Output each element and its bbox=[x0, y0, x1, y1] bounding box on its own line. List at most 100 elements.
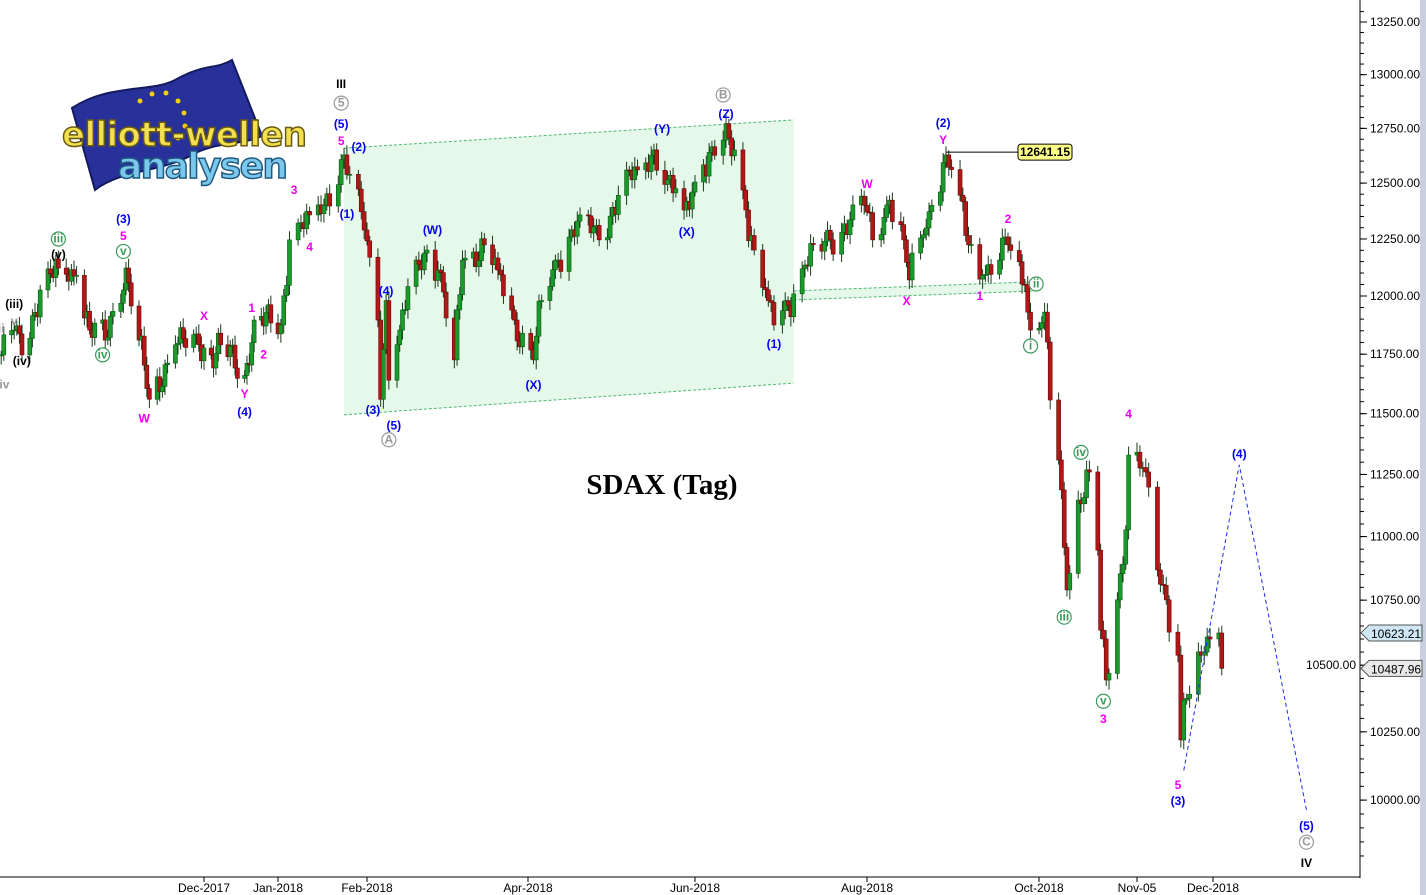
candle-body bbox=[1036, 328, 1042, 331]
candle-body bbox=[771, 302, 777, 326]
candle-body bbox=[180, 327, 186, 339]
candle-body bbox=[884, 204, 890, 218]
candle-body bbox=[980, 275, 985, 280]
candle bbox=[498, 263, 504, 282]
candle bbox=[1163, 576, 1169, 605]
candle-body bbox=[654, 149, 659, 171]
candle bbox=[397, 324, 403, 352]
candle bbox=[1095, 465, 1101, 556]
candle-body bbox=[596, 225, 602, 241]
candle-body bbox=[1137, 451, 1143, 469]
wave-label: v bbox=[11, 314, 18, 328]
candle-body bbox=[706, 152, 712, 177]
candle bbox=[227, 340, 233, 367]
x-tick-label: Aug-2018 bbox=[841, 881, 893, 895]
wave-label: Y bbox=[939, 133, 947, 147]
candle-body bbox=[476, 260, 482, 267]
candle-body bbox=[268, 304, 274, 324]
candle-body bbox=[1067, 573, 1073, 591]
candle-body bbox=[1161, 583, 1166, 586]
candle bbox=[347, 165, 353, 185]
candle-body bbox=[321, 205, 327, 214]
candle-body bbox=[760, 249, 765, 288]
candle-body bbox=[929, 205, 935, 212]
candle bbox=[509, 287, 514, 320]
wave-label-circle bbox=[381, 432, 397, 448]
wave-label: 4 bbox=[306, 240, 313, 254]
wave-label: 1 bbox=[248, 301, 255, 315]
candle bbox=[732, 140, 737, 161]
candle bbox=[232, 335, 238, 376]
candle bbox=[980, 269, 985, 289]
wave-label: (2) bbox=[351, 140, 366, 154]
wave-label-circle bbox=[1056, 609, 1072, 625]
scrollbar[interactable] bbox=[1420, 0, 1426, 895]
candle-body bbox=[27, 338, 33, 356]
candle bbox=[160, 378, 165, 398]
candle bbox=[400, 302, 405, 340]
candle-body bbox=[1155, 486, 1160, 571]
candle-body bbox=[577, 214, 583, 222]
candle-body bbox=[901, 224, 906, 241]
candle-body bbox=[740, 149, 746, 191]
candle bbox=[165, 354, 170, 374]
candle-body bbox=[963, 201, 968, 236]
candle-body bbox=[281, 295, 287, 326]
candle-body bbox=[890, 199, 895, 222]
x-tick-label: Apr-2018 bbox=[503, 881, 553, 895]
candle bbox=[1161, 574, 1166, 595]
candle bbox=[966, 226, 971, 254]
candle bbox=[946, 150, 952, 176]
candle-body bbox=[1101, 629, 1106, 640]
candle bbox=[1219, 625, 1225, 676]
candle bbox=[108, 311, 113, 347]
wave-label: iii bbox=[1059, 610, 1069, 624]
candle bbox=[648, 146, 654, 180]
candle-body bbox=[11, 329, 17, 332]
wave-label: iv bbox=[98, 347, 108, 361]
candle bbox=[884, 196, 890, 222]
candle-body bbox=[726, 123, 732, 139]
candle-body bbox=[665, 179, 670, 185]
candle-body bbox=[1123, 529, 1129, 565]
candle bbox=[983, 265, 988, 282]
candle-body bbox=[574, 220, 580, 237]
candle-body bbox=[909, 252, 915, 281]
candle-body bbox=[284, 285, 289, 297]
candle-body bbox=[1219, 632, 1225, 669]
candle-body bbox=[201, 347, 207, 362]
candle bbox=[1019, 254, 1025, 294]
candle-body bbox=[1184, 698, 1189, 701]
x-tick-label: Oct-2018 bbox=[1014, 881, 1064, 895]
candle bbox=[307, 206, 312, 225]
candle-body bbox=[338, 159, 344, 185]
wave-label: (X) bbox=[679, 225, 695, 239]
candle-body bbox=[605, 237, 610, 241]
candle-body bbox=[904, 239, 909, 263]
wave-label-circle bbox=[1073, 444, 1089, 461]
candle bbox=[30, 309, 35, 348]
candle bbox=[909, 243, 915, 289]
y-tick-label: 10250.00 bbox=[1370, 725, 1420, 739]
candle-body bbox=[344, 154, 350, 175]
projection-path bbox=[1183, 464, 1307, 811]
candle bbox=[566, 228, 572, 282]
candle-body bbox=[1158, 569, 1163, 585]
candle-body bbox=[1064, 547, 1070, 591]
candle-body bbox=[539, 300, 544, 302]
candle-body bbox=[751, 235, 757, 251]
wave-label: (1) bbox=[340, 207, 355, 221]
candle bbox=[746, 201, 751, 248]
candle-body bbox=[443, 291, 449, 319]
candle-body bbox=[624, 169, 629, 196]
candle bbox=[1175, 624, 1181, 663]
candle-body bbox=[1163, 585, 1169, 601]
chart-title: SDAX (Tag) bbox=[586, 469, 737, 501]
candle-body bbox=[413, 259, 419, 287]
candle bbox=[327, 184, 332, 216]
candle-body bbox=[307, 211, 312, 216]
candle-body bbox=[367, 240, 373, 258]
candles-layer bbox=[0, 115, 1225, 750]
candle bbox=[386, 291, 392, 390]
candle bbox=[1123, 525, 1129, 570]
